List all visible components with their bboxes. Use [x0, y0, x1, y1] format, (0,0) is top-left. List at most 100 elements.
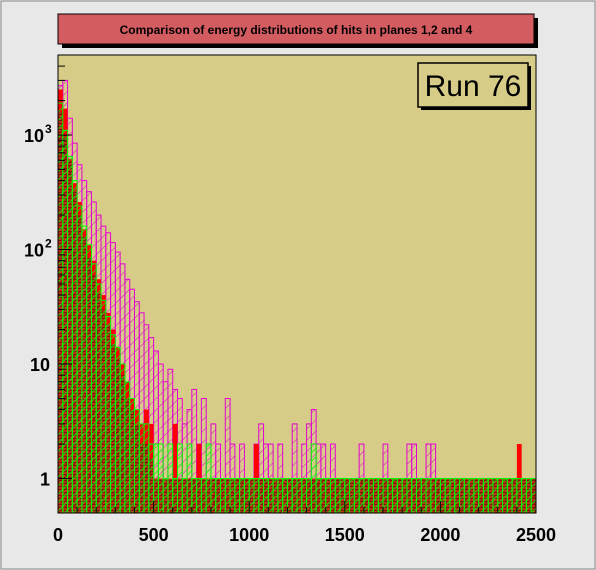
bar-hatch-green: [95, 283, 102, 513]
bar-hatch-green: [258, 478, 265, 513]
bar-hatch-green: [525, 478, 532, 513]
bar-hatch-green: [482, 478, 489, 513]
bar-hatch-green: [62, 129, 69, 513]
y-tick-exponent: 2: [45, 237, 52, 251]
run-label-box: Run 76: [417, 62, 531, 110]
x-tick-label: 2500: [516, 525, 556, 545]
bar-hatch-green: [76, 205, 83, 513]
bar-hatch-green: [291, 478, 298, 513]
bar-hatch-green: [425, 478, 432, 513]
bar-solid: [172, 423, 178, 513]
bar-hatch-green: [329, 478, 336, 513]
bar-hatch-green: [358, 478, 365, 513]
bar-hatch-green: [296, 478, 303, 513]
bar-hatch-green: [200, 478, 207, 513]
bar-hatch-green: [411, 478, 418, 513]
bar-hatch-green: [392, 478, 398, 513]
bar-hatch-green: [368, 478, 374, 513]
bar-hatch-green: [478, 478, 484, 513]
bar-hatch-green: [363, 478, 370, 513]
bar-hatch-green: [210, 478, 217, 513]
bar-hatch-green: [133, 409, 140, 513]
bar-hatch-green: [272, 478, 279, 513]
bar-hatch-green: [502, 478, 508, 513]
x-tick-label: 0: [53, 525, 63, 545]
bar-hatch-green: [282, 478, 288, 513]
bar-hatch-green: [114, 346, 121, 513]
bar-hatch-green: [181, 478, 188, 513]
bar-hatch-green: [306, 478, 312, 513]
y-tick-label: 10: [24, 241, 44, 261]
bar-hatch-green: [339, 478, 346, 513]
y-tick-label: 10: [24, 126, 44, 146]
bar-hatch-green: [420, 478, 427, 513]
bar-hatch-green: [220, 478, 226, 513]
bar-hatch-green: [129, 398, 135, 513]
bar-hatch-green: [497, 478, 504, 513]
x-tick-label: 500: [139, 525, 169, 545]
bar-hatch-green: [463, 478, 470, 513]
bar-hatch-green: [86, 244, 92, 513]
bar-hatch-green: [382, 478, 389, 513]
bar-hatch-green: [148, 443, 155, 513]
bar-hatch-green: [516, 478, 523, 513]
bar-hatch-green: [459, 478, 465, 513]
bar-hatch-green: [229, 478, 236, 513]
bar-hatch-green: [492, 478, 499, 513]
bar-hatch-green: [444, 478, 451, 513]
bar-hatch-green: [67, 155, 73, 513]
bar-hatch-green: [468, 478, 475, 513]
y-tick-label: 10: [30, 355, 50, 375]
bar-hatch-green: [439, 478, 446, 513]
bar-hatch-green: [344, 478, 351, 513]
bar-hatch-green: [506, 478, 513, 513]
bar-hatch-green: [387, 478, 394, 513]
bar-hatch-green: [449, 478, 456, 513]
bar-hatch-green: [315, 478, 322, 513]
series-layer: [58, 79, 536, 513]
bar-hatch-green: [377, 478, 384, 513]
bar-hatch-green: [215, 478, 222, 513]
bar-hatch-green: [100, 299, 107, 513]
bar-hatch-green: [177, 443, 183, 513]
bar-hatch-green: [186, 443, 193, 513]
bar-hatch-green: [286, 478, 293, 513]
bar-hatch-green: [71, 180, 78, 513]
bar-hatch-green: [167, 443, 174, 513]
bar-hatch-green: [248, 478, 255, 513]
series-hatch-green: [58, 102, 536, 513]
bar-hatch-green: [205, 443, 212, 513]
bar-hatch-green: [372, 478, 379, 513]
bar-hatch-green: [320, 478, 327, 513]
bar-hatch-green: [234, 478, 241, 513]
x-tick-label: 1500: [325, 525, 365, 545]
bar-hatch-green: [110, 334, 116, 513]
bar-hatch-green: [454, 478, 461, 513]
bar-hatch-green: [105, 316, 112, 513]
bar-hatch-green: [58, 102, 64, 513]
bar-hatch-green: [530, 478, 536, 513]
bar-hatch-green: [334, 478, 341, 513]
chart-title: Comparison of energy distributions of hi…: [120, 23, 473, 37]
bar-hatch-green: [124, 381, 131, 513]
bar-hatch-green: [172, 478, 179, 513]
bar-hatch-green: [239, 478, 245, 513]
bar-hatch-green: [473, 478, 480, 513]
y-tick-exponent: 3: [45, 122, 52, 136]
bar-hatch-green: [224, 478, 231, 513]
title-box: Comparison of energy distributions of hi…: [57, 13, 538, 48]
bar-hatch-green: [521, 478, 527, 513]
bar-hatch-green: [81, 225, 88, 513]
bar-hatch-green: [396, 478, 403, 513]
bar-hatch-green: [153, 443, 159, 513]
bar-hatch-green: [511, 478, 518, 513]
bar-hatch-green: [196, 478, 202, 513]
bar-hatch-green: [162, 478, 169, 513]
x-tick-label: 1000: [229, 525, 269, 545]
bar-hatch-green: [267, 478, 274, 513]
bar-hatch-green: [263, 478, 269, 513]
bar-hatch-green: [253, 478, 260, 513]
run-label: Run 76: [425, 70, 522, 103]
